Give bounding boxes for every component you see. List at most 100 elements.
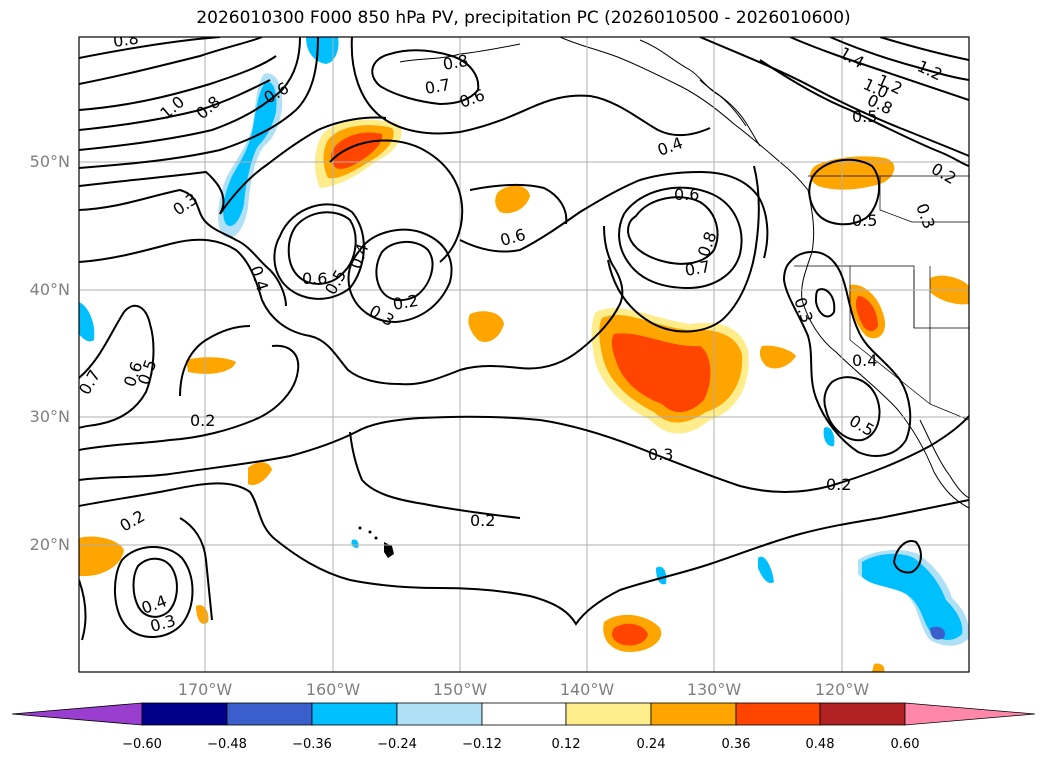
contour-label: 0.8 (694, 229, 721, 259)
precip-positive-areas (79, 119, 969, 672)
pv-contour (607, 165, 760, 333)
pv-contour (782, 251, 912, 457)
lat-label-20n: 20°N (29, 535, 70, 554)
contour-label: 0.2 (470, 511, 495, 530)
colorbar-segment (735, 702, 821, 726)
pv-contour (287, 211, 357, 285)
pv-contour (759, 59, 969, 167)
contour-label: 0.5 (852, 211, 877, 230)
lon-label-170w: 170°W (177, 680, 233, 699)
contour-label: 0.2 (928, 159, 960, 188)
pv-contour (79, 37, 263, 85)
border (929, 266, 969, 421)
colorbar-tick-label: −0.36 (292, 737, 332, 752)
contour-labels: 0.8 1.0 0.8 0.6 0.3 0.4 0.6 0.5 0.4 0.3 … (79, 37, 960, 636)
coastline (699, 79, 761, 147)
pv-contour (79, 344, 300, 451)
pv-contour (371, 49, 480, 106)
pv-contour (347, 228, 453, 324)
coastline (559, 37, 969, 509)
colorbar-tick-label: 0.60 (890, 737, 920, 752)
contour-label: 0.4 (852, 351, 877, 370)
border (849, 266, 931, 405)
precip-area (79, 536, 124, 576)
pv-contours (79, 37, 969, 641)
colorbar-segment (650, 702, 737, 726)
precip-area (823, 427, 835, 447)
precip-area (495, 185, 530, 214)
pv-contour (350, 37, 711, 136)
colorbar-tick-label: 0.24 (636, 737, 666, 752)
colorbar-extend-high (904, 702, 1036, 726)
colorbar-tick-label: 0.12 (551, 737, 581, 752)
contour-label: 0.7 (423, 75, 451, 98)
colorbar-tick-label: −0.48 (207, 737, 247, 752)
pv-contour (273, 203, 365, 300)
contour-label: 0.7 (683, 257, 711, 280)
contour-label: 0.6 (302, 269, 327, 288)
pv-contour (79, 415, 969, 493)
lat-label-50n: 50°N (29, 152, 70, 171)
lon-label-140w: 140°W (559, 680, 615, 699)
contour-label: 1.2 (914, 56, 945, 84)
pv-contour (618, 186, 743, 290)
contour-label: 0.5 (134, 357, 161, 387)
contour-label: 0.6 (498, 225, 528, 250)
map-plot-area: 0.8 1.0 0.8 0.6 0.3 0.4 0.6 0.5 0.4 0.3 … (79, 37, 969, 672)
contour-label: 0.4 (346, 241, 373, 271)
coastline (919, 419, 969, 499)
contour-label: 0.3 (912, 201, 939, 231)
pv-contour (349, 431, 521, 519)
contour-label: 0.3 (169, 189, 201, 219)
pv-contour (79, 579, 87, 641)
precip-area (223, 81, 277, 226)
contour-label: 0.6 (674, 185, 699, 204)
island (368, 530, 372, 534)
lon-label-130w: 130°W (686, 680, 742, 699)
colorbar-segment (226, 702, 313, 726)
pv-contour (626, 196, 719, 265)
colorbar-tick-label: 0.36 (721, 737, 751, 752)
pv-contour (699, 37, 969, 157)
pv-contour (829, 37, 969, 81)
pv-contour (79, 482, 969, 626)
pv-contour (79, 304, 155, 429)
colorbar-segment (481, 702, 567, 726)
pv-contour (79, 116, 387, 215)
pv-contour (375, 241, 434, 302)
pv-contour (79, 79, 271, 131)
colorbar-tick-label: 0.48 (805, 737, 835, 752)
precip-negative-areas (79, 37, 969, 646)
island-hawaii (384, 542, 394, 558)
colorbar-tick-label: −0.60 (122, 737, 162, 752)
pv-contour (79, 225, 624, 386)
precip-area (612, 623, 648, 646)
islands (358, 526, 394, 558)
pv-contour (132, 557, 178, 618)
pv-contour (814, 288, 836, 318)
colorbar-segment (565, 702, 652, 726)
colorbar (11, 702, 1036, 726)
colorbar-segment (819, 702, 906, 726)
pv-contour (79, 37, 319, 169)
border (879, 176, 969, 223)
contour-label: 0.6 (457, 85, 487, 112)
pv-contour (79, 37, 301, 151)
lon-label-120w: 120°W (814, 680, 870, 699)
coastline (639, 39, 747, 127)
pv-contour (179, 325, 251, 397)
contour-label: 0.2 (190, 411, 215, 430)
lon-label-160w: 160°W (305, 680, 361, 699)
contour-label: 0.2 (117, 506, 149, 535)
precip-area (351, 539, 359, 548)
precip-area (930, 626, 946, 640)
island (374, 536, 378, 540)
precip-area (186, 357, 236, 374)
contour-label: 0.8 (192, 92, 224, 123)
colorbar-segment (141, 702, 228, 726)
precip-area (306, 37, 339, 64)
colorbar-tick-label: −0.24 (377, 737, 417, 752)
contour-label: 0.2 (391, 291, 419, 314)
precip-area (759, 345, 796, 369)
